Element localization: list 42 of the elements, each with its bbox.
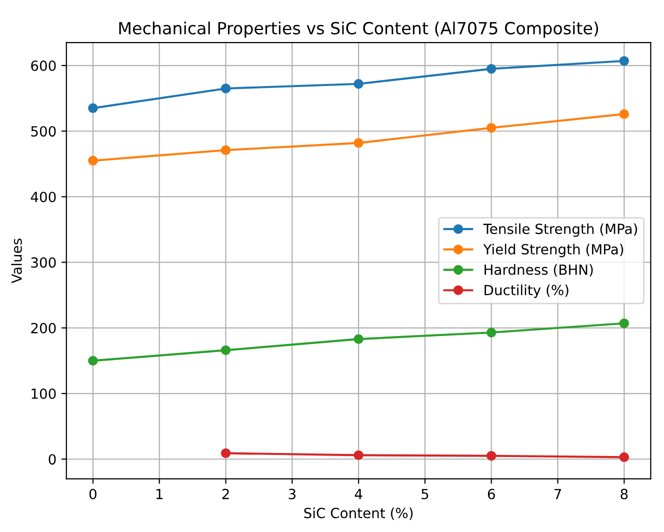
- point: [486, 450, 496, 461]
- point: [486, 328, 496, 338]
- x-tick-label: 3: [288, 488, 296, 500]
- chart-title: Mechanical Properties vs SiC Content (Al7075 Composite): [119, 22, 598, 38]
- x-tick-label: 5: [422, 488, 428, 500]
- x-tick-label: 8: [620, 488, 628, 500]
- y-tick-label: 0: [48, 454, 56, 465]
- x-axis-title: SiC Content (%): [304, 508, 413, 520]
- legend-label: Ductility (%): [484, 284, 568, 298]
- x-tick-label: 6: [488, 488, 495, 500]
- legend-label: Hardness (BHN): [484, 264, 593, 277]
- point: [354, 138, 364, 148]
- point: [220, 84, 231, 94]
- y-tick-label: 600: [31, 60, 56, 71]
- point: [354, 79, 364, 89]
- y-tick-label: 100: [32, 388, 56, 399]
- y-tick-label: 300: [31, 257, 56, 268]
- x-tick-label: 4: [354, 488, 362, 500]
- point: [619, 452, 630, 462]
- x-tick-label: 2: [222, 488, 229, 500]
- point: [88, 156, 98, 166]
- y-axis-title: Values: [11, 238, 22, 284]
- point: [88, 356, 98, 366]
- point: [619, 109, 630, 119]
- point: [88, 103, 98, 114]
- point: [619, 56, 630, 66]
- x-tick-label: 1: [156, 488, 162, 500]
- x-tick-label: 0: [89, 488, 96, 500]
- legend-label: Tensile Strength (MPa): [483, 223, 638, 237]
- point: [220, 448, 231, 458]
- point: [220, 145, 231, 156]
- y-tick-label: 500: [31, 126, 56, 137]
- y-tick-label: 400: [30, 192, 56, 202]
- point: [486, 122, 496, 133]
- point: [486, 64, 496, 74]
- point: [619, 318, 630, 328]
- legend-label: Yield Strength (MPa): [483, 244, 624, 258]
- x-tick-label: 7: [554, 488, 561, 500]
- point: [220, 345, 231, 356]
- point: [354, 334, 364, 344]
- y-tick-label: 200: [31, 322, 56, 334]
- point: [354, 450, 364, 460]
